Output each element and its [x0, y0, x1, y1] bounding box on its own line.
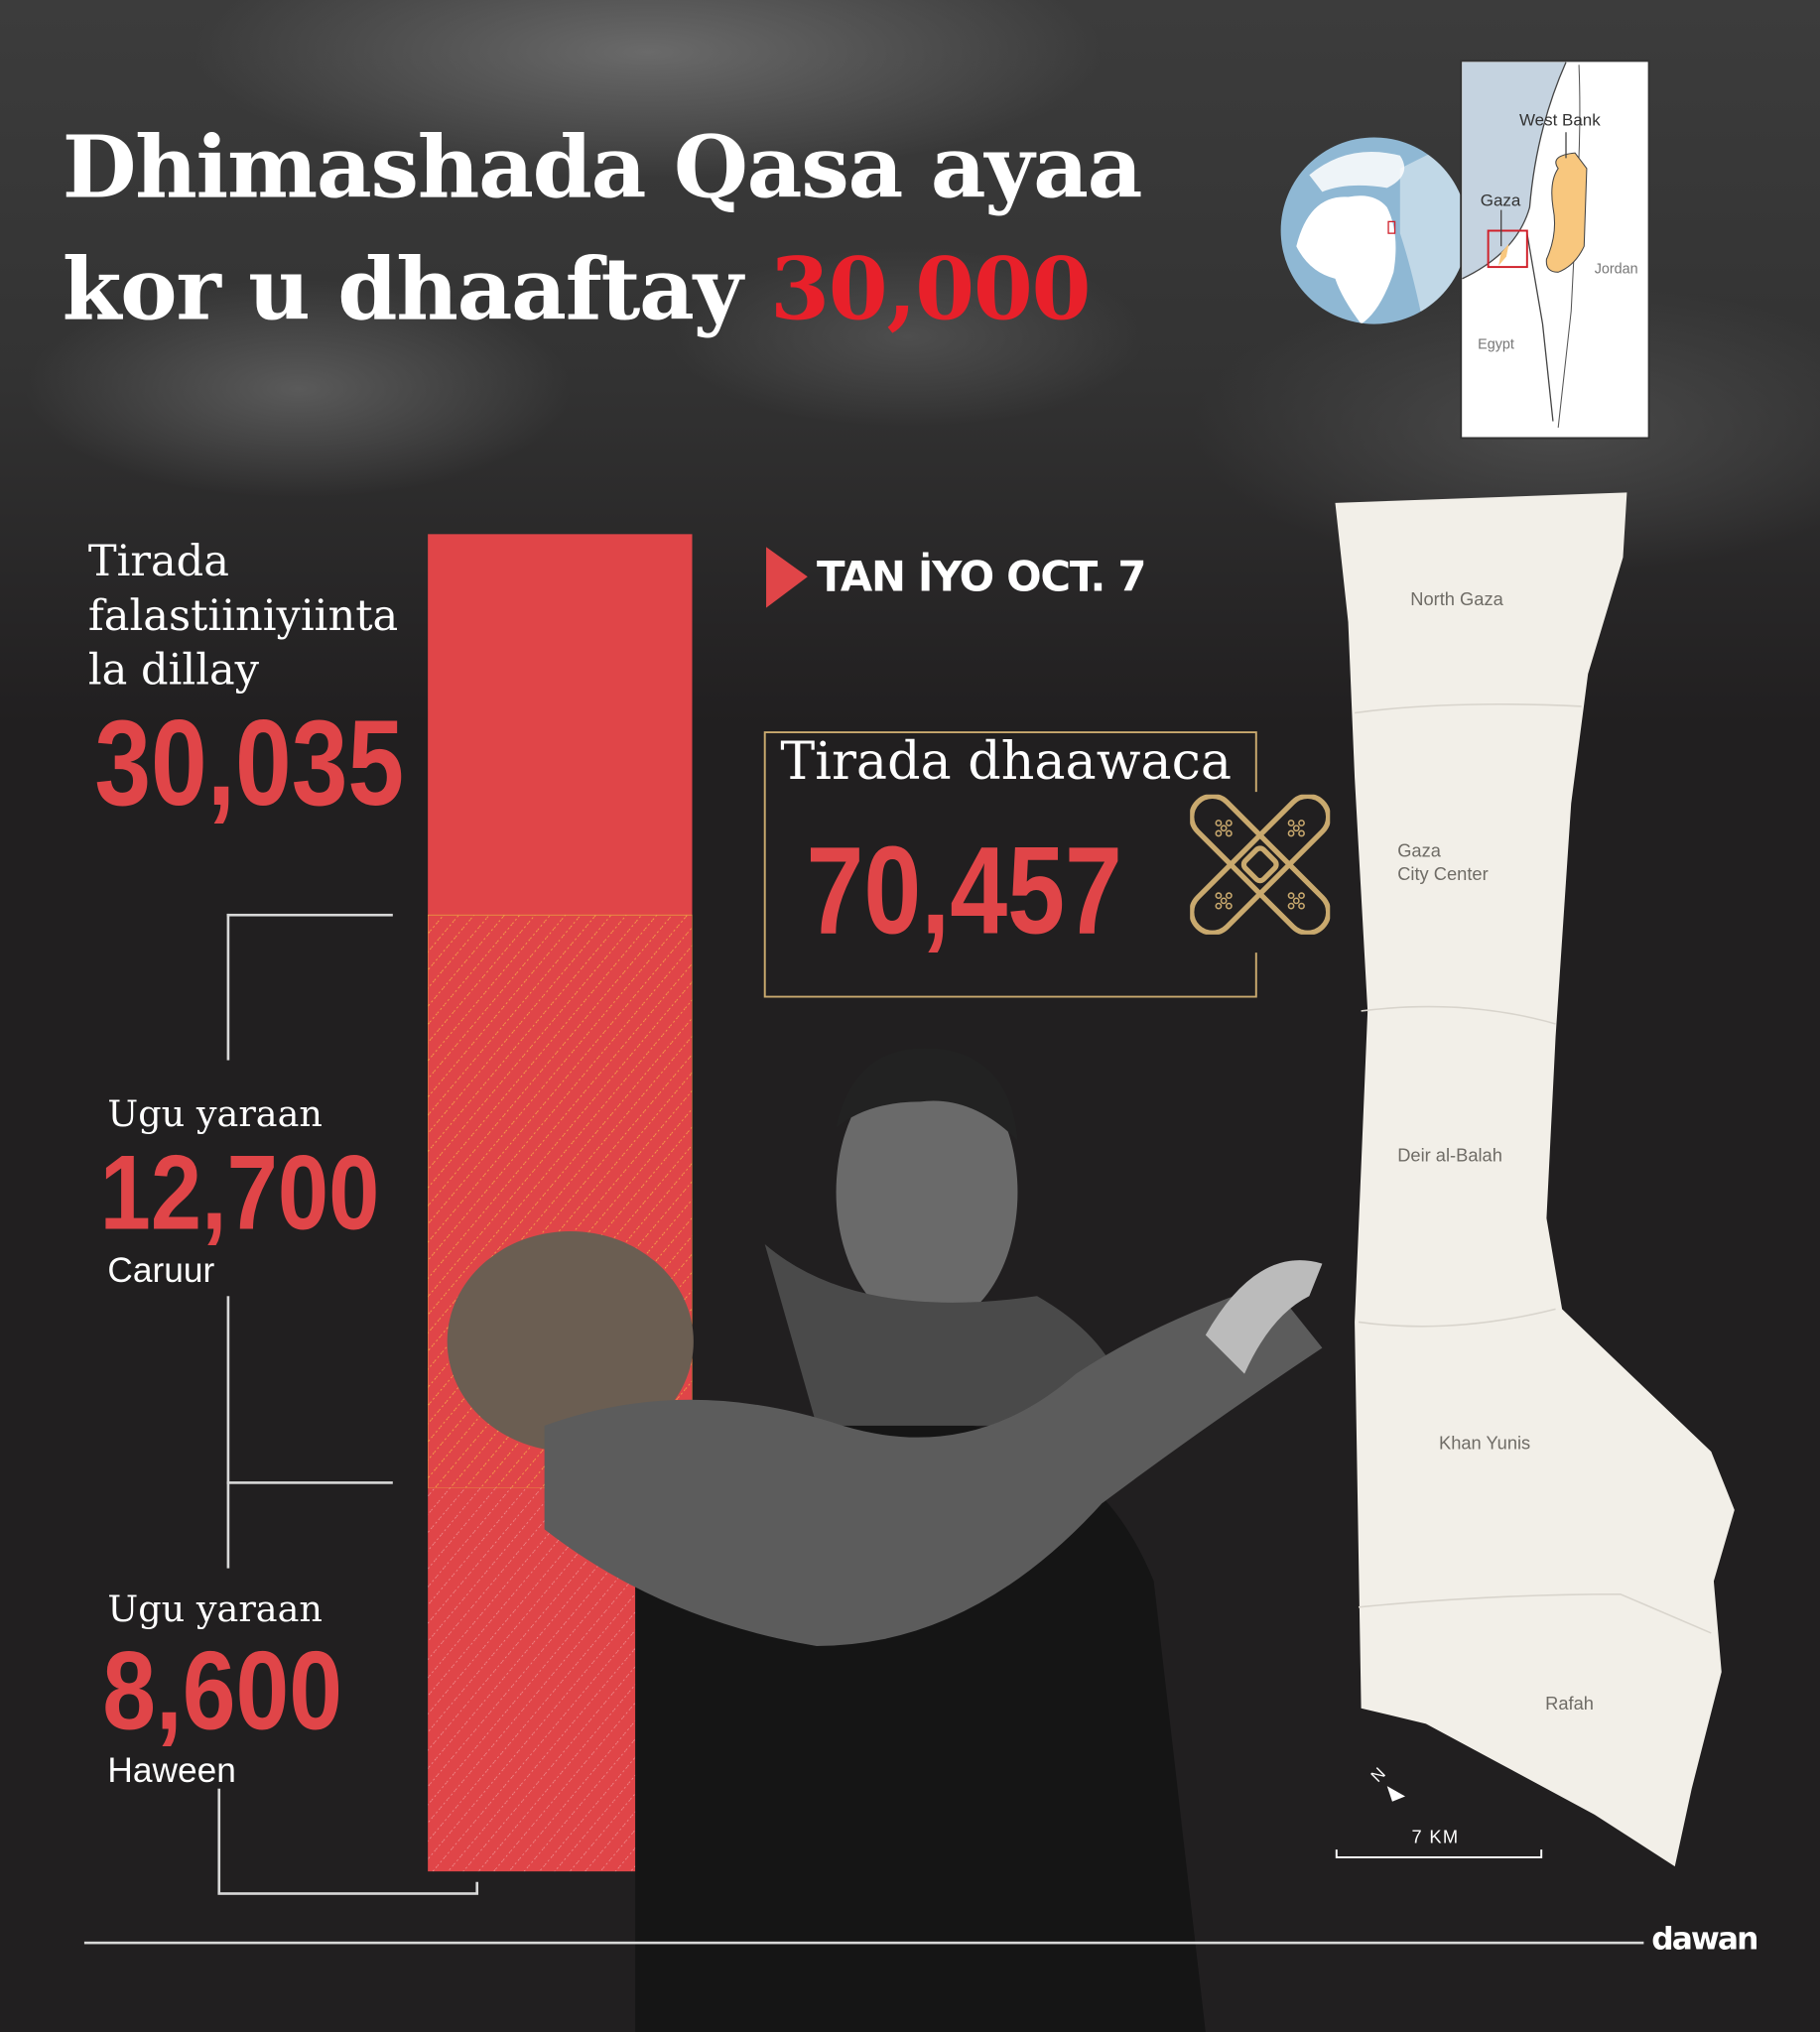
photo-man-carrying-child	[447, 1048, 1323, 2032]
children-prefix: Ugu yaraan	[107, 1092, 323, 1136]
bracket-line	[226, 1481, 393, 1484]
label-gaza: Gaza	[1481, 191, 1521, 210]
title-highlight: 30,000	[770, 238, 1091, 340]
title-text: kor u dhaaftay	[62, 238, 743, 340]
label-west-bank: West Bank	[1519, 111, 1601, 130]
map-label-rafah: Rafah	[1545, 1693, 1594, 1714]
bar-segment-total	[428, 534, 693, 916]
page-title: Dhimashada Qasa ayaa kor u dhaaftay 30,0…	[62, 106, 1143, 350]
children-value: 12,700	[99, 1134, 380, 1252]
killed-label-line: Tirada	[87, 535, 229, 586]
label-jordan: Jordan	[1595, 262, 1638, 278]
injured-label: Tirada dhaawaca	[780, 732, 1233, 793]
children-label: Caruur	[107, 1250, 215, 1290]
bracket-line	[217, 1892, 479, 1895]
women-label: Haween	[107, 1750, 236, 1791]
killed-label-line: falastiiniyiinta	[87, 589, 399, 641]
scale-label: 7 KM	[1412, 1827, 1460, 1847]
killed-label: Tirada falastiiniyiinta la dillay	[88, 534, 398, 698]
since-date-label: TAN İYO OCT. 7	[816, 552, 1146, 602]
women-value: 8,600	[102, 1629, 342, 1754]
west-bank-shape	[1545, 152, 1588, 273]
map-label-city-center: City Center	[1397, 862, 1489, 884]
map-label-deir-al-balah: Deir al-Balah	[1397, 1144, 1502, 1166]
north-arrow: N	[1367, 1764, 1406, 1802]
brand-logo: dawan	[1651, 1920, 1758, 1958]
bracket-line	[217, 1788, 220, 1894]
bandage-icon	[1190, 794, 1331, 935]
women-prefix: Ugu yaraan	[107, 1588, 323, 1631]
map-label-gaza: Gaza	[1397, 839, 1441, 861]
injured-box-frame	[763, 731, 1257, 998]
north-label: N	[1367, 1764, 1389, 1786]
map-label-north-gaza: North Gaza	[1410, 588, 1503, 609]
map-label-khan-yunis: Khan Yunis	[1438, 1432, 1531, 1454]
bracket-line	[226, 913, 229, 1061]
scale-bar	[1335, 1849, 1543, 1858]
play-triangle-icon	[766, 547, 808, 608]
footer-divider	[83, 1941, 1644, 1944]
bracket-line	[475, 1881, 478, 1894]
locator-maps: West Bank Gaza Jordan Egypt	[1280, 60, 1650, 440]
killed-label-line: la dillay	[87, 644, 260, 696]
killed-value: 30,035	[94, 695, 405, 831]
bracket-line	[226, 913, 393, 916]
injured-value: 70,457	[806, 822, 1122, 960]
label-egypt: Egypt	[1478, 336, 1514, 352]
bracket-line	[226, 1296, 229, 1569]
title-line-2: kor u dhaaftay 30,000	[63, 228, 1141, 350]
title-line-1: Dhimashada Qasa ayaa	[62, 116, 1143, 218]
